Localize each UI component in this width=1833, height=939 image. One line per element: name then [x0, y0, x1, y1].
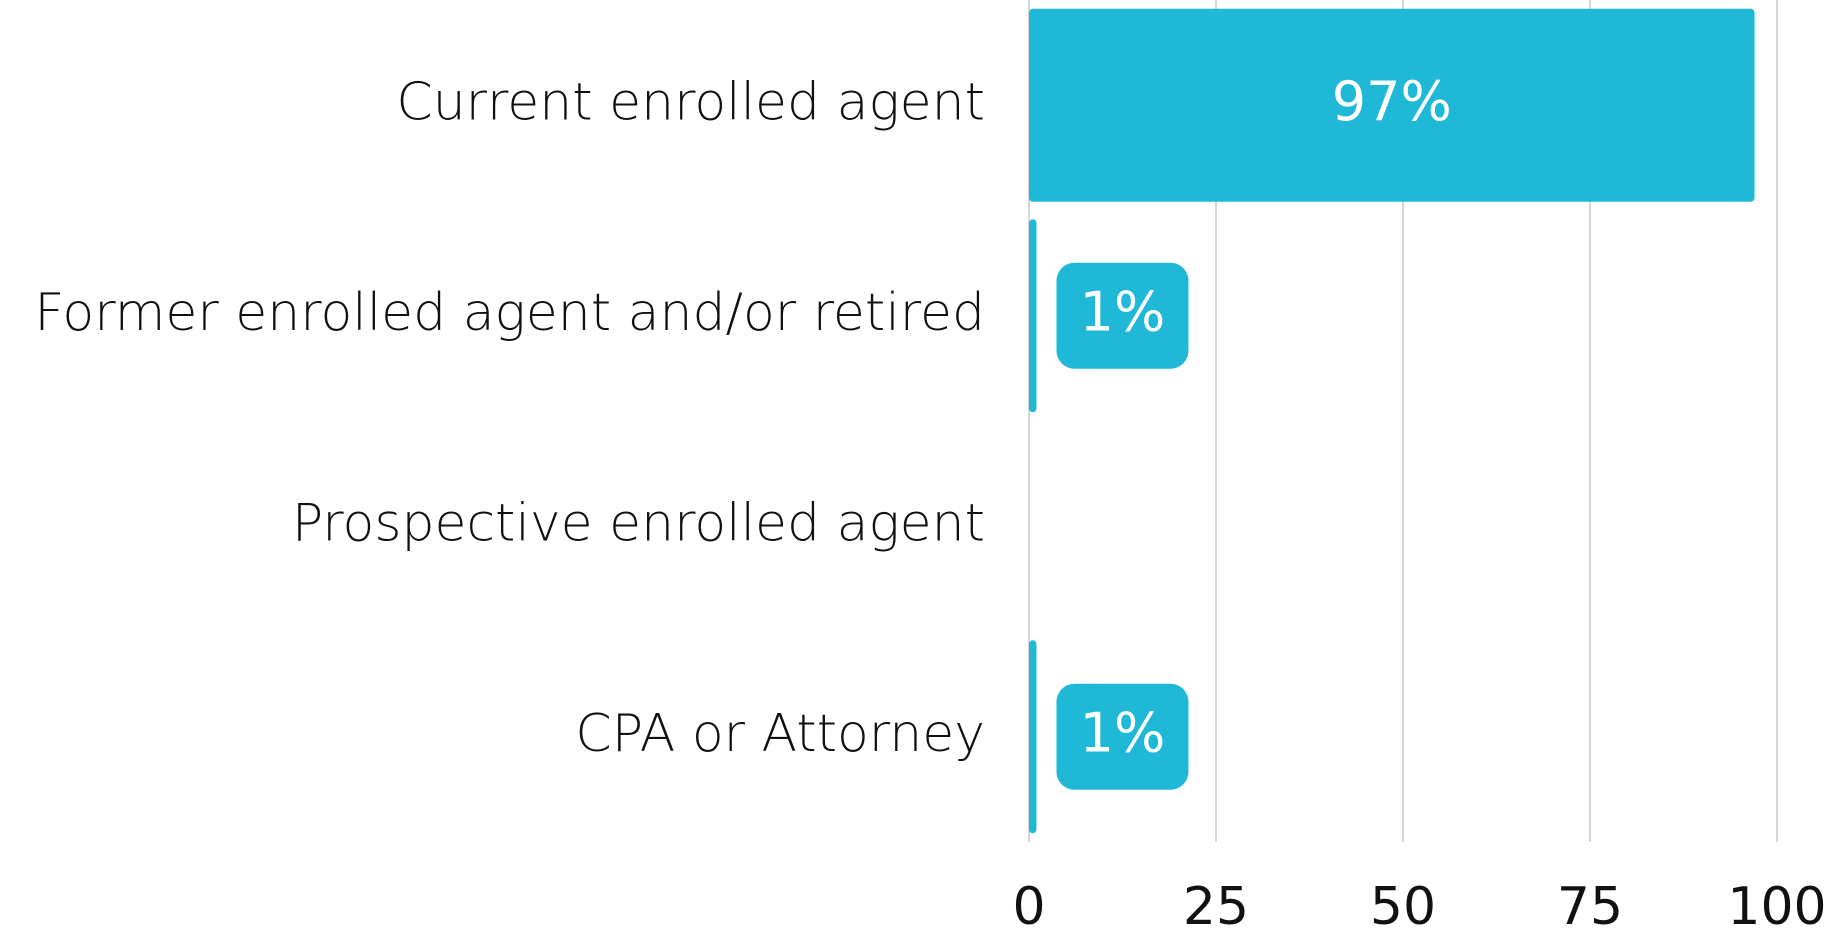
- bar: [1029, 8, 1755, 202]
- x-tick-label: 75: [1557, 877, 1623, 937]
- x-tick-label: 100: [1727, 877, 1826, 937]
- value-label: 1%: [1080, 280, 1166, 343]
- x-tick-label: 0: [1012, 877, 1045, 937]
- value-label-badge: [1056, 683, 1189, 790]
- y-tick-label: Former enrolled agent and/or retired: [34, 283, 985, 343]
- y-tick-label: Prospective enrolled agent: [292, 493, 985, 553]
- bar: [1029, 640, 1037, 834]
- y-tick-label: CPA or Attorney: [575, 704, 985, 764]
- bar: [1029, 219, 1037, 413]
- value-label: 97%: [1332, 70, 1452, 133]
- x-tick-label: 50: [1370, 877, 1436, 937]
- x-tick-label: 25: [1183, 877, 1249, 937]
- y-tick-label: Current enrolled agent: [396, 72, 985, 132]
- value-label: 1%: [1080, 701, 1166, 764]
- value-label-badge: [1056, 262, 1189, 369]
